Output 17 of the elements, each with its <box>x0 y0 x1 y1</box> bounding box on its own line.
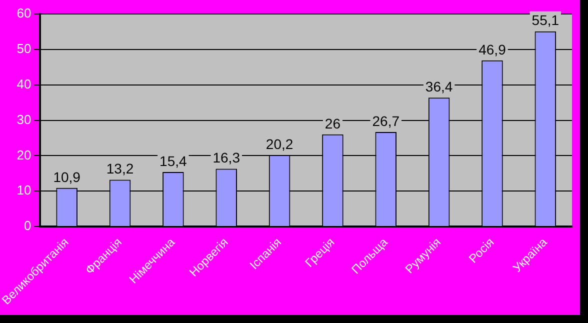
y-tick-label: 40 <box>16 76 32 92</box>
data-label: 55,1 <box>532 12 560 28</box>
y-tick-label: 10 <box>16 182 32 198</box>
y-tick-label: 60 <box>16 6 32 21</box>
data-label: 46,9 <box>478 41 506 58</box>
y-tick-label: 30 <box>16 112 32 127</box>
data-label: 20,2 <box>266 136 294 152</box>
data-label: 15,4 <box>160 152 188 169</box>
data-label: 26 <box>324 115 341 132</box>
y-tick-label: 20 <box>16 147 32 162</box>
data-label: 10,9 <box>53 168 81 185</box>
y-tick-label: 50 <box>16 40 32 56</box>
data-label: 26,7 <box>372 112 400 129</box>
data-label: 13,2 <box>106 160 134 177</box>
data-label: 16,3 <box>212 150 240 166</box>
data-label: 36,4 <box>425 78 453 94</box>
y-tick-label: 0 <box>24 218 32 234</box>
